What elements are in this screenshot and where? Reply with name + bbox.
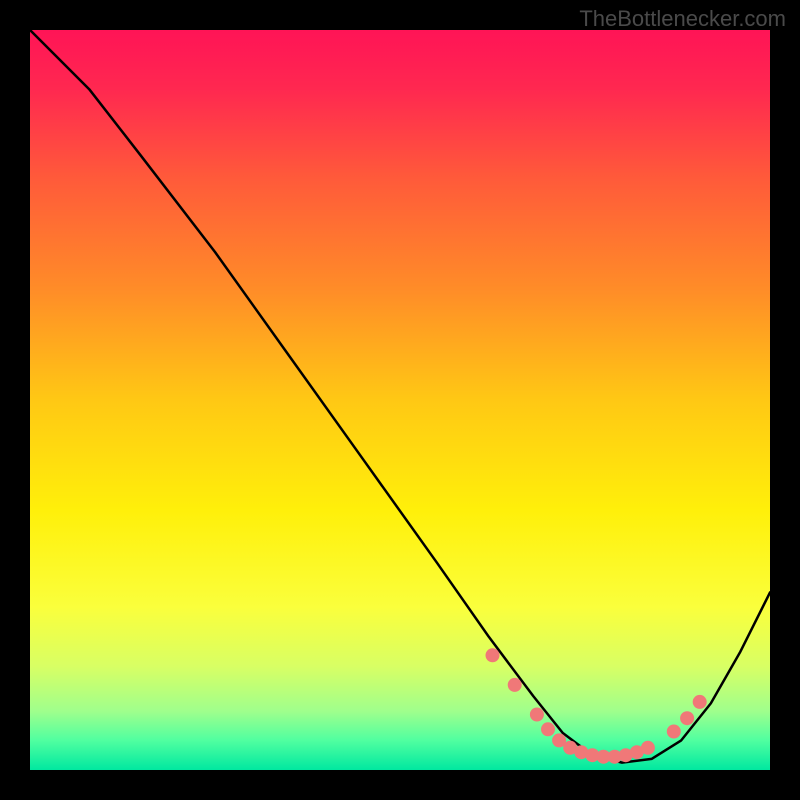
chart-container [30, 30, 770, 770]
watermark-text: TheBottlenecker.com [579, 6, 786, 32]
marker-point [693, 695, 707, 709]
marker-point [667, 725, 681, 739]
marker-point [530, 708, 544, 722]
marker-point [641, 741, 655, 755]
marker-point [508, 678, 522, 692]
marker-point [680, 711, 694, 725]
marker-point [486, 648, 500, 662]
bottleneck-curve [30, 30, 770, 763]
marker-point [541, 722, 555, 736]
curve-layer [30, 30, 770, 770]
